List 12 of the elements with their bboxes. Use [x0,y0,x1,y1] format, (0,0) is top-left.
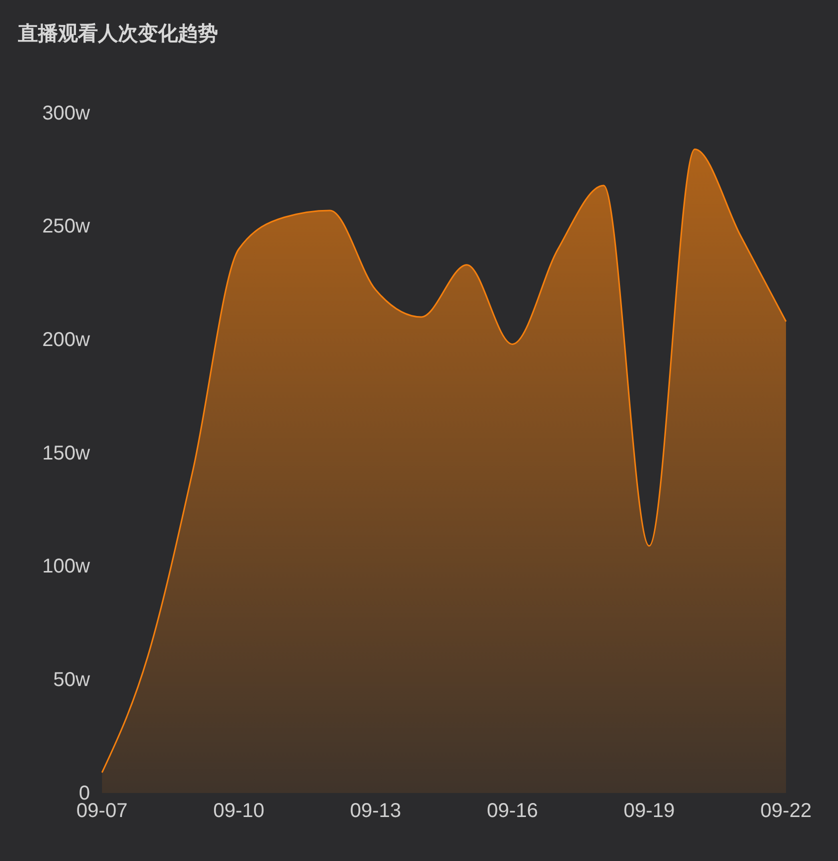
y-tick-label: 100w [42,556,91,578]
y-tick-label: 200w [42,329,91,352]
y-tick-label: 150w [42,442,91,464]
x-tick-label: 09-22 [760,800,812,822]
y-tick-label: 50w [53,669,91,692]
x-tick-label: 09-19 [624,800,675,822]
x-tick-label: 09-10 [213,800,264,822]
y-tick-label: 250w [42,216,91,238]
y-tick-label: 300w [42,102,91,124]
x-tick-label: 09-16 [486,800,538,822]
chart-title: 直播观看人次变化趋势 [17,21,218,45]
x-tick-label: 09-13 [350,800,402,822]
